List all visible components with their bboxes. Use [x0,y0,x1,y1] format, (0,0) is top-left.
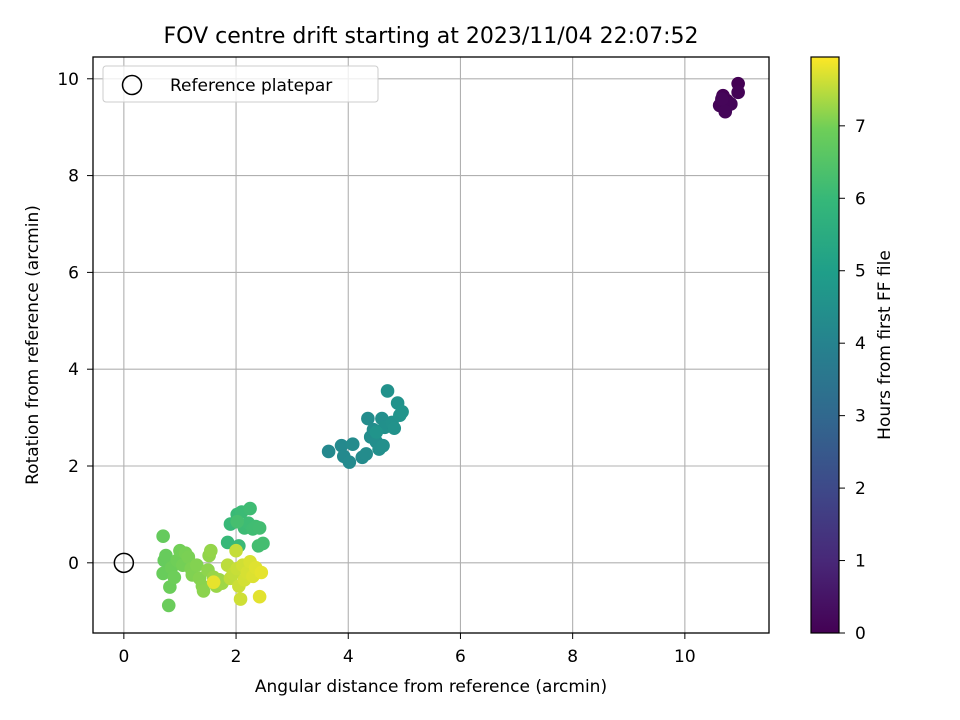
data-point [230,514,244,529]
data-point [243,501,257,516]
y-tick-label: 10 [57,70,79,90]
data-point [334,438,349,453]
y-tick-label: 2 [68,457,79,477]
legend-reference-marker [121,74,143,96]
plot-frame [92,56,770,634]
x-tick-label: 8 [567,647,578,667]
data-point [233,592,248,606]
colorbar-tick-label: 3 [855,407,866,427]
x-tick-label: 2 [231,647,242,667]
data-point [181,550,196,564]
x-tick-label: 0 [118,647,129,667]
data-point [167,570,182,585]
colorbar: 0 1 2 3 4 5 6 7 Hours from first FF file [810,56,895,644]
y-tick-label: 4 [68,360,79,380]
data-point [159,548,173,563]
data-point [342,455,357,469]
data-point [156,529,170,543]
x-tick-label: 6 [455,647,466,667]
data-point [359,447,374,461]
colorbar-tick-label: 7 [855,117,866,137]
colorbar-gradient [810,56,840,634]
legend: Reference platepar [102,65,379,103]
data-point [376,438,390,453]
data-point [345,437,360,452]
colorbar-tick-label: 6 [855,189,866,209]
y-axis-ticks: 0 2 4 6 8 10 [57,70,93,574]
data-point [256,536,270,551]
data-point [252,589,267,604]
chart-title: FOV centre drift starting at 2023/11/04 … [164,24,699,49]
colorbar-tick-label: 2 [855,479,866,499]
data-point [380,384,395,398]
y-tick-label: 6 [68,263,79,283]
data-point [321,444,336,459]
x-tick-label: 10 [674,647,696,667]
data-point [161,598,176,613]
colorbar-tick-label: 0 [855,624,866,644]
data-point [254,565,269,580]
grid-lines [93,57,769,633]
reference-platepar-marker [113,552,135,574]
x-axis-label: Angular distance from reference (arcmin) [255,677,607,697]
scatter-points [156,76,745,613]
data-point [395,404,409,419]
data-point [189,558,204,573]
data-point [718,104,733,119]
y-axis-label: Rotation from reference (arcmin) [23,205,43,485]
data-point [361,411,375,426]
colorbar-tick-label: 5 [855,262,866,282]
colorbar-label: Hours from first FF file [875,250,895,440]
y-tick-label: 0 [68,554,79,574]
legend-label-reference-platepar: Reference platepar [170,76,332,96]
data-point [204,543,218,558]
data-point [229,543,243,558]
y-tick-label: 8 [68,167,79,187]
legend-box [102,65,379,103]
data-point [387,421,402,436]
colorbar-ticks: 0 1 2 3 4 5 6 7 [839,117,866,644]
data-point [715,92,729,106]
data-point [196,584,211,598]
data-point [220,535,235,550]
colorbar-tick-label: 4 [855,334,866,354]
x-axis-ticks: 0 2 4 6 8 10 [118,633,696,667]
data-point [206,575,221,589]
data-point [369,425,384,439]
colorbar-tick-label: 1 [855,552,866,572]
x-tick-label: 4 [343,647,354,667]
data-point [731,85,745,100]
data-point [252,521,267,535]
